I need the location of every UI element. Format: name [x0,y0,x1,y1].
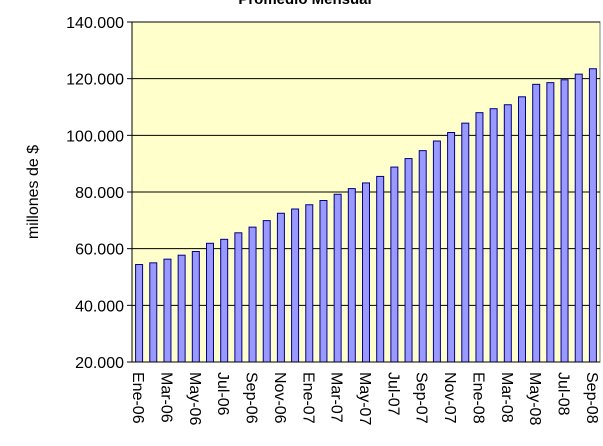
bar [291,208,300,363]
y-tick-label: 140.000 [66,15,124,32]
x-tick-label: Ene-08 [469,372,486,424]
bar [206,242,214,363]
x-tick-label: Sep-06 [243,372,260,424]
x-tick-label: Mar-06 [157,372,174,423]
x-tick-label: Ene-07 [299,372,316,424]
y-tick-label: 100.000 [66,128,124,145]
x-tick-label: Mar-08 [498,372,515,423]
x-tick-label: May-08 [526,372,543,425]
y-tick-label: 80.000 [75,185,124,202]
x-tick-label: Mar-07 [328,372,345,423]
bar [248,226,257,363]
bar [532,83,541,363]
bar [305,204,314,363]
bar [560,79,569,363]
bar [220,238,229,363]
y-tick-label: 20.000 [75,355,124,372]
bar [262,220,271,363]
x-tick-label: Jul-07 [384,372,401,416]
bar [447,132,456,363]
x-tick-label: Jul-06 [214,372,231,416]
x-tick-label: Ene-06 [129,372,146,424]
x-tick-label: Sep-08 [583,372,600,424]
x-tick-label: Nov-07 [441,372,458,424]
bar [177,254,186,363]
bar [432,140,441,363]
bar [234,232,243,363]
x-tick-label: May-06 [186,372,203,425]
bar [333,193,342,363]
bar [191,251,200,363]
chart-title: Promedio Mensual [238,0,371,8]
x-tick-label: Jul-08 [555,372,572,416]
bar [489,108,498,363]
y-axis-label: millones de $ [25,145,42,239]
bar [518,96,526,363]
y-tick-label: 40.000 [75,298,124,315]
bar [461,122,470,363]
bar [163,258,172,363]
bar [276,212,285,363]
bar [574,73,583,363]
bar [390,166,399,363]
y-tick-label: 120.000 [66,72,124,89]
bar [404,158,413,363]
y-tick-label: 60.000 [75,242,124,259]
x-tick-label: Nov-06 [271,372,288,424]
x-tick-label: May-07 [356,372,373,425]
bar [135,264,144,363]
bar [149,262,158,363]
bar [362,182,370,363]
bar [418,150,427,363]
bar [319,200,328,363]
bar [546,82,555,363]
bar [347,188,356,363]
bar [376,175,385,363]
x-tick-label: Sep-07 [413,372,430,424]
bar [588,68,597,363]
bar [503,104,512,363]
bar [475,112,484,363]
